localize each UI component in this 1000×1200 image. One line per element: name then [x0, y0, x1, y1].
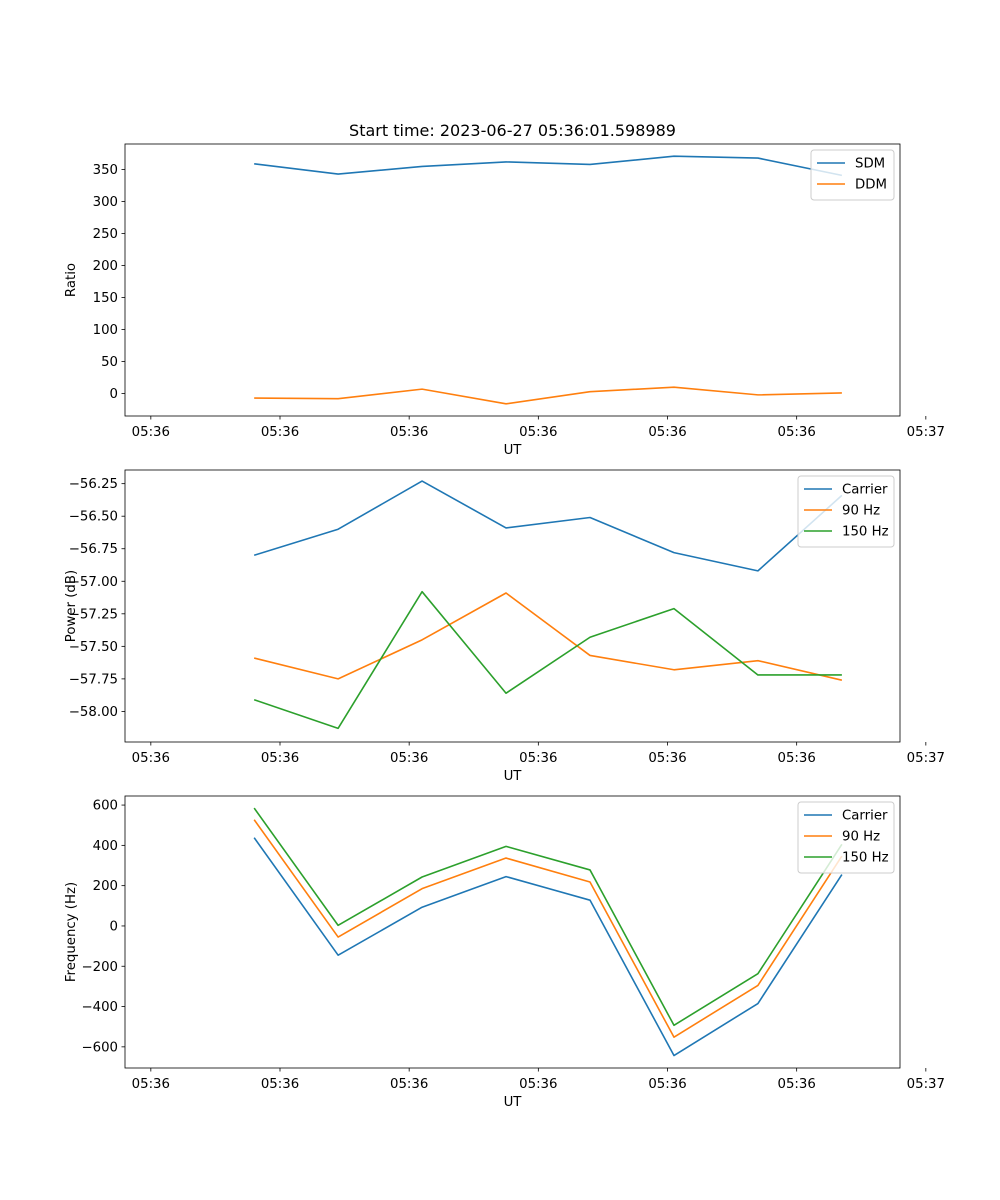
x-tick-label: 05:36: [390, 751, 428, 766]
x-tick-label: 05:36: [261, 425, 299, 440]
series-line-150-hz: [253, 807, 843, 1027]
x-tick-label: 05:37: [907, 751, 945, 766]
legend-entry: Carrier: [842, 483, 888, 498]
x-tick-label: 05:36: [132, 425, 170, 440]
x-tick-label: 05:36: [519, 1077, 557, 1092]
x-axis-label: UT: [504, 769, 523, 784]
plot-frame: [124, 469, 901, 743]
x-axis-label: UT: [504, 443, 523, 458]
y-tick-label: 0: [110, 919, 118, 934]
y-tick-label: −56.50: [69, 510, 118, 525]
y-tick-label: 100: [93, 323, 118, 338]
y-tick-label: 300: [93, 195, 118, 210]
y-tick-label: 200: [93, 879, 118, 894]
series-line-sdm: [254, 155, 843, 177]
y-tick-label: −56.75: [69, 542, 118, 557]
x-tick-label: 05:37: [907, 1077, 945, 1092]
chart-panel-3: −600 −400 −200 0 200 400 600 05:36 05:36 05:36 05:…: [64, 795, 945, 1110]
y-tick-label: 400: [93, 839, 118, 854]
chart-panel-2: −58.00 −57.75 −57.50 −57.25 −57.00 −56.75 −56.…: [64, 469, 945, 784]
y-tick-label: 0: [110, 387, 118, 402]
x-tick-label: 05:36: [648, 751, 686, 766]
x-tick-label: 05:36: [390, 425, 428, 440]
plot-frame: [124, 143, 901, 417]
x-tick-label: 05:36: [519, 425, 557, 440]
y-tick-label: −56.25: [69, 477, 118, 492]
series-line-150-hz: [253, 590, 842, 730]
legend-entry: 150 Hz: [842, 851, 889, 866]
y-tick-label: 200: [93, 259, 118, 274]
legend-entry: DDM: [855, 178, 887, 193]
chart-title: Start time: 2023-06-27 05:36:01.598989: [349, 121, 676, 140]
series-line-90-hz: [253, 819, 843, 1038]
legend-entry: 90 Hz: [842, 504, 880, 519]
y-tick-label: −400: [81, 1000, 118, 1015]
y-tick-label: 250: [93, 227, 118, 242]
y-tick-label: −58.00: [69, 705, 118, 720]
series-line-ddm: [254, 386, 842, 405]
x-axis-label: UT: [504, 1095, 523, 1110]
y-tick-label: −57.00: [69, 575, 118, 590]
legend-entry: Carrier: [842, 809, 888, 824]
y-tick-label: 150: [93, 291, 118, 306]
y-axis-label: Frequency (Hz): [64, 882, 79, 982]
legend-entry: SDM: [855, 157, 885, 172]
x-tick-label: 05:36: [648, 425, 686, 440]
legend: Carrier 90 Hz 150 Hz: [797, 475, 895, 548]
y-tick-label: −57.25: [69, 607, 118, 622]
x-tick-label: 05:36: [519, 751, 557, 766]
y-axis-label: Ratio: [64, 263, 79, 297]
series-line-carrier: [253, 480, 843, 572]
x-tick-label: 05:36: [261, 1077, 299, 1092]
y-tick-label: −57.75: [69, 672, 118, 687]
series-line-carrier: [253, 837, 843, 1057]
x-tick-label: 05:36: [778, 751, 816, 766]
x-tick-label: 05:36: [390, 1077, 428, 1092]
x-tick-label: 05:36: [648, 1077, 686, 1092]
y-tick-label: 600: [93, 799, 118, 814]
y-tick-label: −57.50: [69, 640, 118, 655]
legend: SDM DDM: [810, 149, 895, 201]
chart-panel-1: Start time: 2023-06-27 05:36:01.59898905…: [64, 121, 945, 458]
y-tick-label: 350: [93, 163, 118, 178]
y-axis-label: Power (dB): [64, 570, 79, 642]
y-tick-label: −200: [81, 960, 118, 975]
y-tick-label: −600: [81, 1040, 118, 1055]
y-tick-label: 50: [101, 355, 118, 370]
legend-box: [797, 801, 895, 874]
x-tick-label: 05:36: [261, 751, 299, 766]
plot-frame: [124, 795, 901, 1069]
x-tick-label: 05:36: [132, 1077, 170, 1092]
legend-box: [797, 475, 895, 548]
legend-entry: 90 Hz: [842, 830, 880, 845]
x-tick-label: 05:37: [907, 425, 945, 440]
x-tick-label: 05:36: [778, 1077, 816, 1092]
series-line-90-hz: [253, 592, 843, 681]
x-tick-label: 05:36: [778, 425, 816, 440]
x-tick-label: 05:36: [132, 751, 170, 766]
legend: Carrier 90 Hz 150 Hz: [797, 801, 895, 874]
legend-entry: 150 Hz: [842, 525, 889, 540]
